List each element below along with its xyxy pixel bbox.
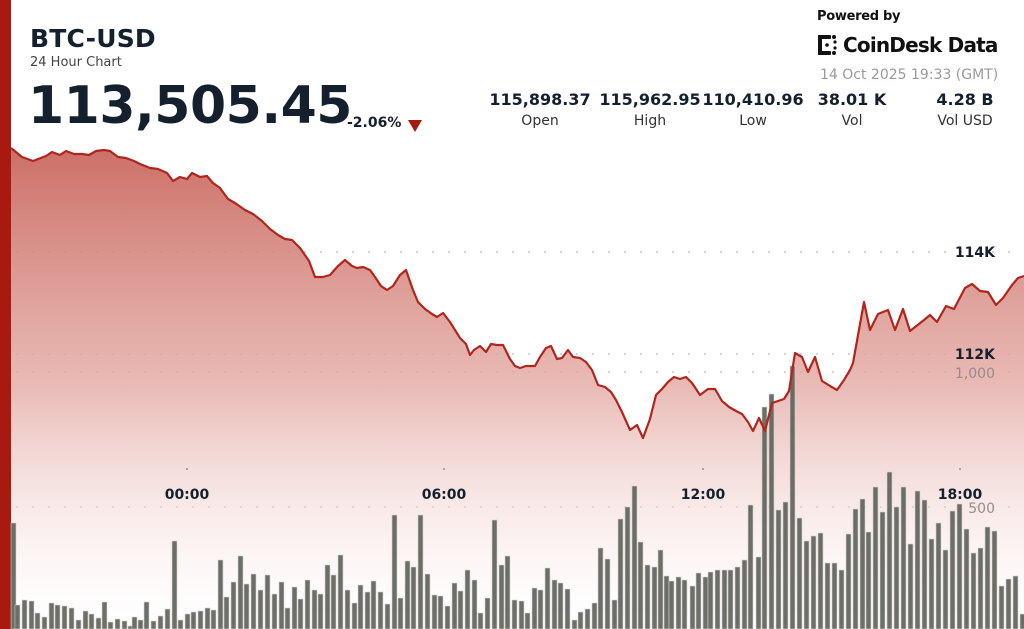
brand-name: CoinDesk Data: [843, 33, 998, 57]
svg-text:18:00: 18:00: [938, 487, 983, 503]
svg-text:500: 500: [968, 501, 995, 517]
stat-vol: 38.01 K Vol: [807, 90, 897, 129]
current-price: 113,505.45: [28, 76, 352, 136]
stat-value: 115,898.37: [489, 90, 591, 109]
svg-text:1,000: 1,000: [955, 366, 995, 382]
stat-label: Vol USD: [937, 113, 993, 129]
coindesk-logo-icon: [818, 35, 837, 55]
stat-low: 110,410.96 Low: [693, 90, 813, 129]
volume-bars: [10, 365, 1024, 629]
price-area: [11, 148, 1024, 629]
symbol-title: BTC-USD: [30, 24, 156, 53]
down-arrow-icon: [408, 120, 422, 132]
stat-label: Low: [739, 113, 767, 129]
stat-label: Open: [521, 113, 559, 129]
header: BTC-USD 24 Hour Chart 113,505.45 -2.06% …: [0, 0, 1024, 140]
svg-text:06:00: 06:00: [422, 487, 467, 503]
stat-vol-usd: 4.28 B Vol USD: [920, 90, 1010, 129]
svg-text:00:00: 00:00: [165, 487, 210, 503]
chart-subtitle: 24 Hour Chart: [30, 55, 122, 70]
stat-label: High: [633, 113, 667, 129]
stat-value: 38.01 K: [817, 90, 887, 109]
svg-text:114K: 114K: [955, 245, 996, 261]
axis-labels: 00:00 06:00 12:00 18:00 114K 112K 1,000 500: [165, 245, 996, 517]
brand-logo: CoinDesk Data: [817, 33, 998, 57]
powered-by-label: Powered by: [817, 9, 901, 24]
accent-bar: [0, 0, 11, 629]
stat-high: 115,962.95 High: [590, 90, 710, 129]
price-change: -2.06%: [347, 115, 402, 131]
stat-value: 4.28 B: [936, 90, 994, 109]
svg-text:12:00: 12:00: [681, 487, 726, 503]
stat-value: 110,410.96: [702, 90, 804, 109]
price-line: [10, 147, 1024, 440]
stat-value: 115,962.95: [599, 90, 701, 109]
stats-row: 115,898.37 Open 115,962.95 High 110,410.…: [480, 90, 1000, 140]
stat-label: Vol: [841, 113, 863, 129]
timestamp: 14 Oct 2025 19:33 (GMT): [820, 67, 999, 83]
svg-text:112K: 112K: [955, 347, 996, 363]
stat-open: 115,898.37 Open: [480, 90, 600, 129]
